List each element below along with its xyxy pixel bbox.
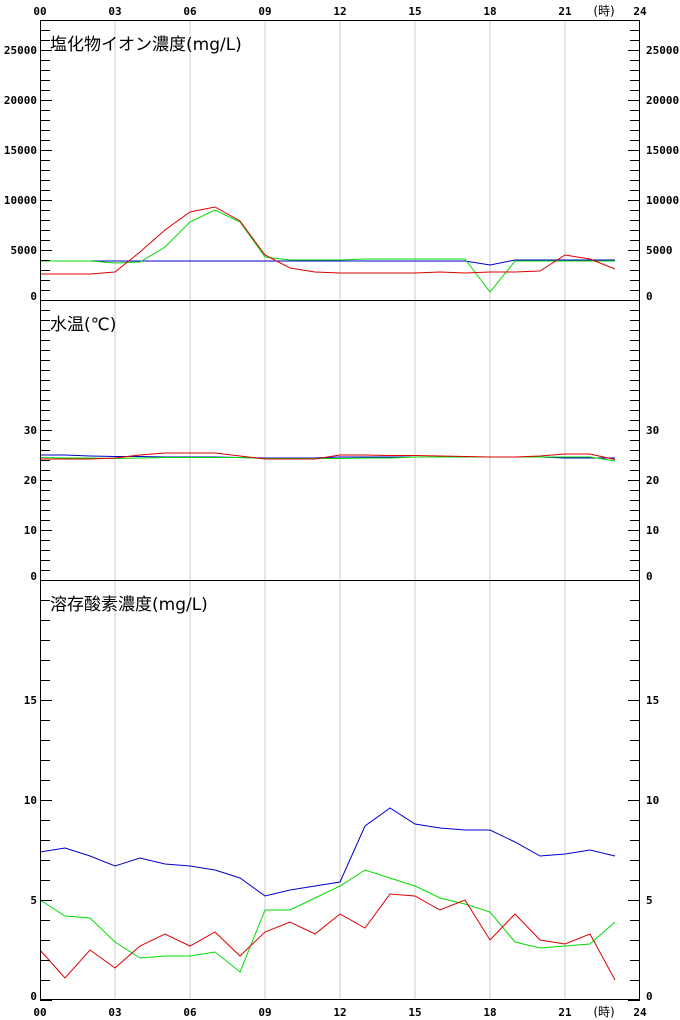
x-tick-label-top: 03 [108, 5, 121, 18]
y-tick-label-right: 20 [646, 474, 659, 487]
panel-title-3: 溶存酸素濃度(mg/L) [50, 595, 208, 615]
y-tick-label-left: 5 [30, 894, 37, 907]
y-tick-label-right: 5000 [646, 244, 673, 257]
y-tick-label-left: 0 [30, 990, 37, 1003]
x-tick-label-bottom: 06 [183, 1006, 197, 1019]
x-tick-label-top: 21 [558, 5, 572, 18]
x-tick-label-top: 06 [183, 5, 197, 18]
x-tick-label-top: 12 [333, 5, 346, 18]
series-line-1-3 [40, 206, 616, 275]
y-tick-label-left: 30 [24, 424, 37, 437]
x-tick-label-bottom: 03 [108, 1006, 121, 1019]
y-tick-label-left: 10 [24, 794, 37, 807]
y-tick-label-left: 5000 [11, 244, 38, 257]
y-tick-label-left: 15000 [4, 144, 37, 157]
series-layer [39, 206, 616, 981]
y-tick-label-right: 10 [646, 524, 659, 537]
x-tick-label-bottom: 15 [408, 1006, 421, 1019]
y-tick-label-left: 25000 [4, 44, 37, 57]
frame-layer [40, 20, 640, 1001]
y-tick-label-left: 0 [30, 290, 37, 303]
series-line-3-3 [39, 893, 616, 981]
x-tick-label-top: 00 [33, 5, 46, 18]
panel-title-2: 水温(℃) [50, 315, 116, 335]
x-tick-label-bottom: 09 [258, 1006, 271, 1019]
y-tick-label-right: 10000 [646, 194, 679, 207]
x-tick-label-bottom: 12 [333, 1006, 346, 1019]
series-line-1-1 [40, 259, 615, 266]
x-tick-label-top: 15 [408, 5, 421, 18]
y-tick-label-right: 20000 [646, 94, 679, 107]
x-tick-label-bottom: 00 [33, 1006, 46, 1019]
y-tick-label-right: 30 [646, 424, 659, 437]
x-unit-label-bottom: (時) [593, 1005, 614, 1019]
series-line-3-1 [39, 807, 616, 897]
series-line-3-2 [39, 869, 616, 973]
y-tick-label-left: 0 [30, 570, 37, 583]
x-tick-label-top: 18 [483, 5, 496, 18]
plot-frame [40, 20, 640, 1000]
y-tick-label-right: 0 [646, 570, 653, 583]
y-tick-label-right: 15 [646, 694, 659, 707]
y-tick-label-right: 15000 [646, 144, 679, 157]
y-tick-label-right: 0 [646, 290, 653, 303]
x-tick-label-top: 24 [633, 5, 647, 18]
x-tick-label-bottom: 18 [483, 1006, 496, 1019]
y-tick-label-right: 10 [646, 794, 659, 807]
y-tick-label-right: 25000 [646, 44, 679, 57]
y-tick-label-right: 0 [646, 990, 653, 1003]
y-tick-label-right: 5 [646, 894, 653, 907]
x-tick-label-top: 09 [258, 5, 271, 18]
y-tick-label-left: 10000 [4, 194, 37, 207]
x-tick-label-bottom: 24 [633, 1006, 647, 1019]
series-line-2-3 [40, 452, 616, 460]
y-tick-label-left: 20000 [4, 94, 37, 107]
y-tick-label-left: 20 [24, 474, 37, 487]
x-tick-label-bottom: 21 [558, 1006, 572, 1019]
y-tick-label-left: 10 [24, 524, 37, 537]
grid-layer [114, 20, 566, 1000]
series-line-1-2 [40, 209, 615, 293]
x-unit-label-top: (時) [593, 4, 614, 18]
y-tick-label-left: 15 [24, 694, 37, 707]
panel-title-1: 塩化物イオン濃度(mg/L) [50, 35, 242, 55]
